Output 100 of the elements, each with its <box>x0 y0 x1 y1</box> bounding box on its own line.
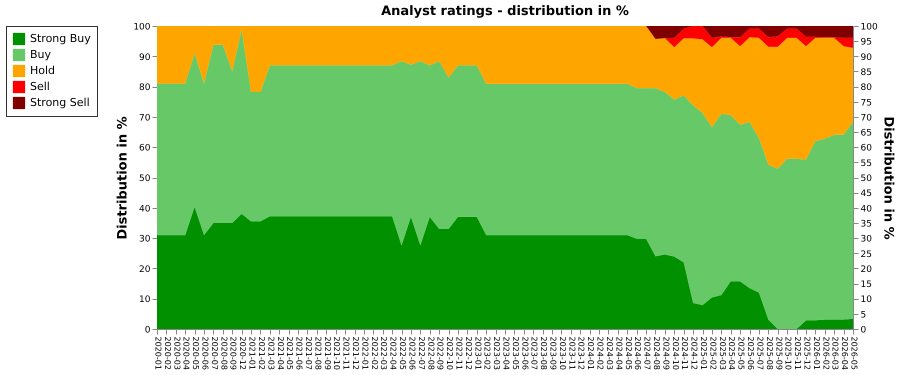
x-tick-label: 2022-11 <box>454 336 464 370</box>
x-tick-label: 2025-03 <box>718 336 727 370</box>
legend-label: Buy <box>30 48 52 61</box>
x-tick-label: 2024-07 <box>642 336 652 370</box>
y2-axis-title: Distribution in % <box>880 116 896 240</box>
x-tick-label: 2022-05 <box>398 336 408 370</box>
x-tick-label: 2022-01 <box>360 336 370 370</box>
x-tick-label: 2020-02 <box>162 336 172 370</box>
y2-tick-label: 50 <box>860 174 872 184</box>
x-tick-label: 2020-03 <box>172 336 182 370</box>
x-tick-label: 2024-10 <box>670 336 680 370</box>
y2-tick-label: 20 <box>860 264 872 275</box>
x-tick-label: 2022-03 <box>379 336 388 370</box>
x-tick-label: 2023-03 <box>492 336 502 370</box>
y-tick-label: 60 <box>139 144 151 154</box>
x-tick-label: 2026-01 <box>812 336 821 370</box>
x-tick-label: 2020-04 <box>182 336 191 370</box>
y2-tick-label: 5 <box>860 310 866 320</box>
x-tick-label: 2025-11 <box>793 336 802 370</box>
x-tick-label: 2023-10 <box>558 336 567 370</box>
y2-tick-label: 95 <box>860 38 872 48</box>
x-tick-label: 2023-09 <box>548 336 558 370</box>
y-tick-label: 20 <box>139 264 151 275</box>
y-tick-label: 30 <box>139 234 151 245</box>
y-tick-label: 90 <box>139 52 151 63</box>
legend-label: Strong Buy <box>30 32 92 45</box>
x-tick-label: 2025-08 <box>764 336 774 370</box>
x-tick-label: 2021-10 <box>332 336 342 370</box>
y-tick-label: 50 <box>139 174 151 184</box>
x-tick-label: 2021-12 <box>351 336 360 370</box>
x-tick-label: 2023-02 <box>482 336 492 370</box>
x-tick-label: 2025-04 <box>727 336 736 370</box>
y2-tick-label: 65 <box>860 128 872 139</box>
x-tick-label: 2025-06 <box>746 336 756 370</box>
y2-tick-label: 100 <box>860 22 878 32</box>
x-tick-label: 2025-01 <box>699 336 708 370</box>
chart-title: Analyst ratings - distribution in % <box>381 4 629 19</box>
x-tick-label: 2020-06 <box>200 336 210 370</box>
x-tick-label: 2023-11 <box>567 336 576 370</box>
y-tick-label: 40 <box>139 204 151 214</box>
x-tick-label: 2021-05 <box>285 336 294 370</box>
x-tick-label: 2023-08 <box>539 336 548 370</box>
x-tick-label: 2024-09 <box>661 336 670 370</box>
x-tick-label: 2020-07 <box>210 336 219 370</box>
legend-label: Sell <box>30 80 50 93</box>
x-tick-label: 2024-04 <box>614 336 624 370</box>
x-tick-label: 2021-08 <box>313 336 322 370</box>
y-axis-title: Distribution in % <box>115 116 130 240</box>
x-tick-label: 2020-05 <box>191 336 200 370</box>
x-tick-label: 2021-03 <box>266 336 276 370</box>
y2-tick-label: 25 <box>860 250 872 260</box>
y-tick-label: 100 <box>133 22 151 32</box>
x-tick-label: 2026-02 <box>821 336 830 370</box>
legend-label: Hold <box>30 64 56 77</box>
y2-tick-label: 90 <box>860 52 872 63</box>
y-tick-label: 0 <box>144 326 151 336</box>
x-tick-label: 2025-02 <box>708 336 718 370</box>
y2-tick-label: 85 <box>860 68 872 78</box>
y2-tick-label: 55 <box>860 158 872 169</box>
x-tick-label: 2020-12 <box>238 336 248 370</box>
x-tick-label: 2020-09 <box>228 336 238 370</box>
x-tick-label: 2020-01 <box>154 336 162 370</box>
y2-tick-label: 80 <box>860 83 872 94</box>
y2-tick-label: 40 <box>860 204 872 214</box>
x-tick-label: 2026-03 <box>830 336 840 370</box>
x-tick-label: 2025-12 <box>802 336 812 370</box>
x-tick-label: 2026-04 <box>840 336 850 370</box>
x-tick-label: 2022-06 <box>407 336 416 370</box>
y2-tick-label: 0 <box>860 326 866 336</box>
x-tick-label: 2021-01 <box>248 336 257 370</box>
y2-tick-label: 30 <box>860 234 872 245</box>
legend-label: Strong Sell <box>30 96 90 109</box>
x-tick-label: 2025-09 <box>774 336 784 370</box>
y2-tick-label: 15 <box>860 280 872 290</box>
y-tick-label: 80 <box>139 83 151 94</box>
x-tick-label: 2022-04 <box>388 336 398 370</box>
x-tick-label: 2024-03 <box>604 336 614 370</box>
x-tick-label: 2024-05 <box>624 336 633 370</box>
x-tick-label: 2022-08 <box>426 336 436 370</box>
x-tick-label: 2023-12 <box>576 336 586 370</box>
x-tick-label: 2021-02 <box>256 336 266 370</box>
x-tick-label: 2022-12 <box>464 336 473 370</box>
x-tick-label: 2023-07 <box>530 336 539 370</box>
x-tick-label: 2022-10 <box>445 336 454 370</box>
x-tick-label: 2023-06 <box>520 336 530 370</box>
x-tick-label: 2023-05 <box>510 336 520 370</box>
x-tick-label: 2023-04 <box>502 336 510 370</box>
x-tick-label: 2025-10 <box>784 336 793 370</box>
y2-tick-label: 45 <box>860 189 872 200</box>
x-tick-label: 2021-11 <box>342 336 351 370</box>
y2-tick-label: 70 <box>860 113 872 124</box>
x-tick-label: 2021-09 <box>322 336 332 370</box>
x-tick-label: 2025-05 <box>736 336 746 370</box>
x-tick-label: 2021-04 <box>276 336 285 370</box>
y2-tick-label: 60 <box>860 144 872 154</box>
y-tick-label: 70 <box>139 113 151 124</box>
x-tick-label: 2022-07 <box>416 336 426 370</box>
x-tick-label: 2021-07 <box>304 336 313 370</box>
x-tick-label: 2021-06 <box>294 336 304 370</box>
x-tick-label: 2024-01 <box>586 336 596 370</box>
